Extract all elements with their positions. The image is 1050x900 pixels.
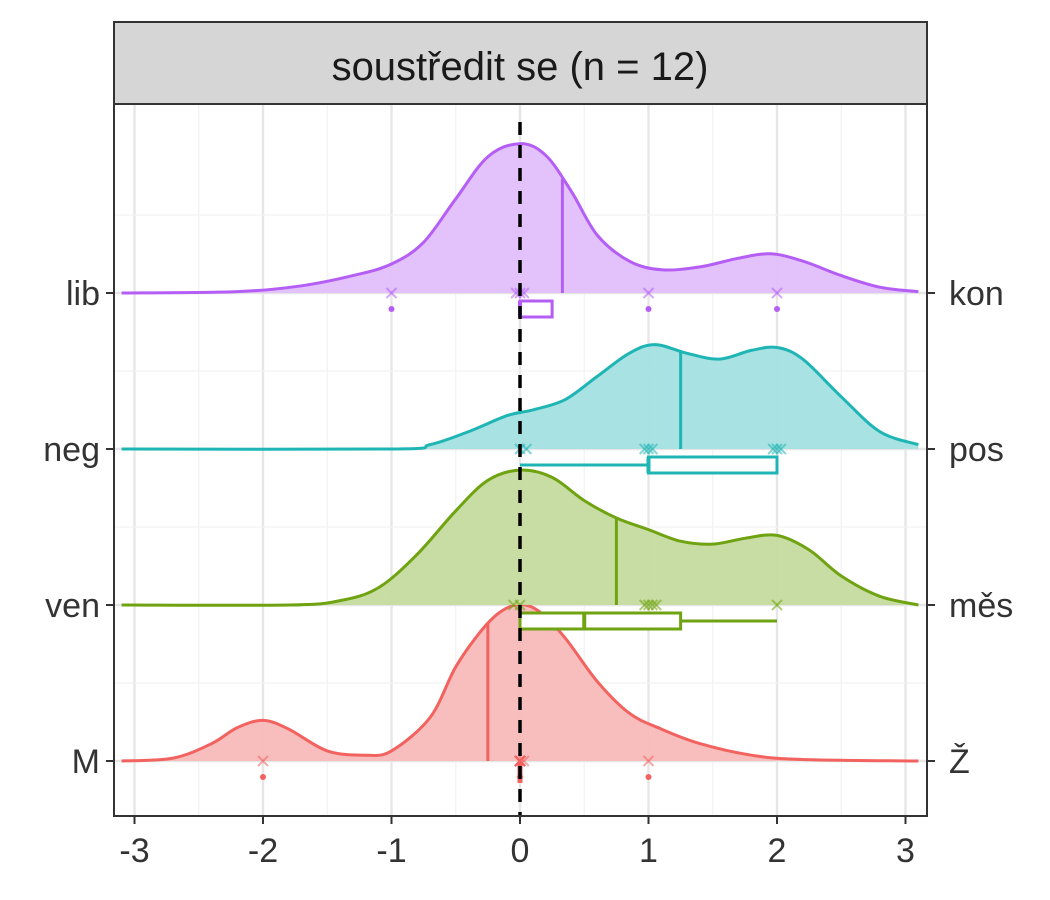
point-x-stroke	[520, 443, 533, 455]
point-x-stroke	[518, 287, 530, 299]
density-line	[121, 142, 919, 295]
point-x-stroke	[771, 443, 783, 455]
density-area	[121, 344, 919, 450]
x-tick-label: 2	[768, 832, 787, 870]
data-point	[385, 287, 398, 299]
point-x-stroke	[646, 599, 659, 611]
x-tick-label: 1	[639, 832, 658, 870]
ridge-pos	[121, 343, 919, 475]
x-tick-label: 0	[511, 832, 530, 870]
y-label-right: Ž	[949, 743, 970, 781]
chart-title: soustředit se (n = 12)	[332, 45, 709, 89]
y-label-right: pos	[949, 431, 1004, 469]
x-tick-label: -2	[248, 832, 278, 870]
data-point	[646, 443, 659, 455]
data-point	[771, 443, 783, 455]
density-line	[121, 468, 919, 607]
point-x-stroke	[771, 287, 783, 299]
data-point	[642, 443, 655, 455]
y-label-right: měs	[949, 587, 1013, 625]
outlier-dot	[388, 306, 395, 312]
point-x-stroke	[257, 755, 269, 767]
x-tick-label: 3	[896, 832, 915, 870]
data-point	[771, 599, 783, 611]
y-label-left: lib	[66, 275, 100, 313]
y-label-right: kon	[949, 275, 1004, 313]
density-line	[121, 343, 919, 451]
point-x-stroke	[642, 443, 655, 455]
point-x-stroke	[642, 755, 655, 767]
data-point	[520, 443, 533, 455]
density-line	[121, 602, 919, 763]
point-x-stroke	[650, 599, 662, 611]
outlier-dot	[645, 306, 652, 312]
x-tick-label: -3	[119, 832, 149, 870]
outlier-dot	[774, 306, 780, 312]
y-label-left: ven	[45, 587, 100, 625]
data-point	[642, 287, 655, 299]
data-point	[650, 599, 662, 611]
data-point	[771, 287, 783, 299]
outlier-dot	[645, 774, 652, 780]
data-point	[775, 443, 787, 455]
outlier-dot	[260, 774, 266, 780]
x-tick-label: -1	[376, 832, 406, 870]
point-x-stroke	[646, 443, 659, 455]
point-x-stroke	[642, 287, 655, 299]
box-body	[518, 611, 683, 631]
box-body	[518, 299, 554, 319]
point-x-stroke	[775, 443, 787, 455]
y-label-left: M	[72, 743, 100, 781]
point-x-stroke	[771, 599, 783, 611]
y-label-left: neg	[43, 431, 100, 469]
title-strip	[113, 21, 928, 105]
point-x-stroke	[385, 287, 398, 299]
box-body	[647, 455, 779, 475]
data-point	[257, 755, 269, 767]
data-point	[642, 755, 655, 767]
data-point	[646, 599, 659, 611]
